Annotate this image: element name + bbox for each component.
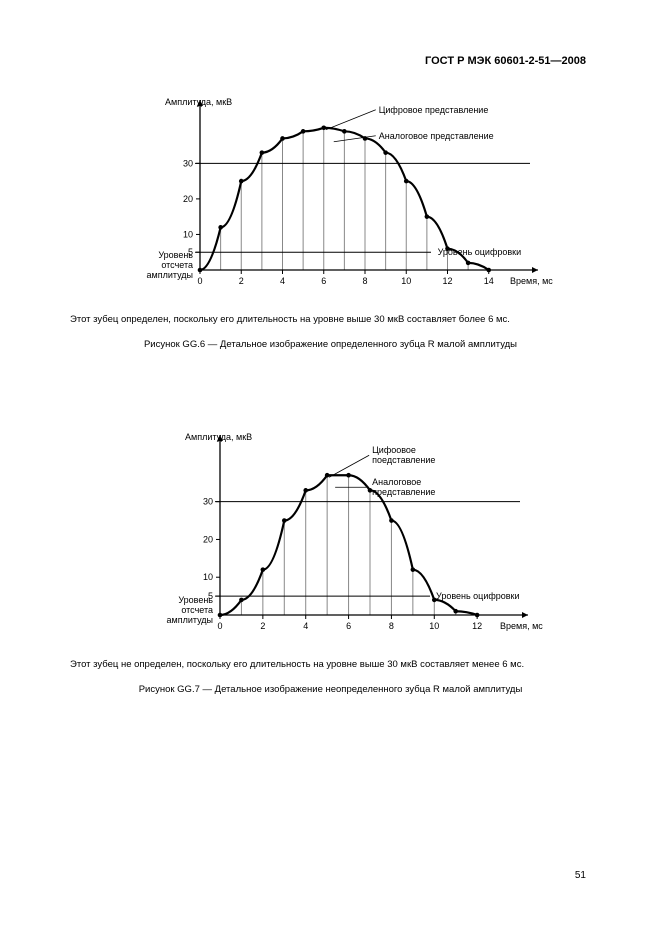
svg-text:представление: представление [372,487,435,497]
chart-gg6: 024681012145102030Амплитуда, мкВВремя, м… [130,90,560,300]
svg-text:12: 12 [442,276,452,286]
svg-text:Время, мс: Время, мс [510,276,553,286]
svg-text:10: 10 [183,229,193,239]
svg-text:0: 0 [217,621,222,631]
svg-text:Цифоовое: Цифоовое [372,445,416,455]
figure-gg7-caption: Рисунок GG.7 — Детальное изображение нео… [0,684,661,695]
figure-gg6-block: 024681012145102030Амплитуда, мкВВремя, м… [0,90,661,350]
svg-text:14: 14 [484,276,494,286]
svg-text:Аналоговое представление: Аналоговое представление [379,131,494,141]
svg-text:Амплитуда, мкВ: Амплитуда, мкВ [165,97,232,107]
svg-text:8: 8 [389,621,394,631]
svg-text:6: 6 [321,276,326,286]
svg-text:2: 2 [239,276,244,286]
svg-text:отсчета: отсчета [161,260,193,270]
svg-text:Уровень: Уровень [158,250,193,260]
svg-text:10: 10 [401,276,411,286]
svg-text:30: 30 [183,158,193,168]
figure-gg7-block: 0246810125102030Амплитуда, мкВВремя, мсУ… [0,425,661,695]
svg-text:Уровень оцифровки: Уровень оцифровки [438,247,522,257]
svg-text:20: 20 [203,534,213,544]
svg-text:Уровень оцифровки: Уровень оцифровки [436,591,520,601]
document-header: ГОСТ Р МЭК 60601-2-51—2008 [425,55,586,67]
svg-text:12: 12 [472,621,482,631]
chart-gg7: 0246810125102030Амплитуда, мкВВремя, мсУ… [150,425,550,645]
svg-text:Амплитуда, мкВ: Амплитуда, мкВ [185,432,252,442]
svg-text:амплитуды: амплитуды [147,270,194,280]
svg-text:10: 10 [203,572,213,582]
figure-gg7-note: Этот зубец не определен, поскольку его д… [70,659,661,670]
svg-text:поедставление: поедставление [372,455,435,465]
svg-text:6: 6 [346,621,351,631]
svg-text:30: 30 [203,497,213,507]
svg-text:0: 0 [197,276,202,286]
svg-text:Время, мс: Время, мс [500,621,543,631]
page-number: 51 [575,870,586,881]
svg-text:Уровень: Уровень [178,595,213,605]
svg-text:отсчета: отсчета [181,605,213,615]
figure-gg6-caption: Рисунок GG.6 — Детальное изображение опр… [0,339,661,350]
svg-text:Аналоговое: Аналоговое [372,477,421,487]
figure-gg6-note: Этот зубец определен, поскольку его длит… [70,314,661,325]
svg-text:Цифровое представление: Цифровое представление [379,105,489,115]
svg-text:амплитуды: амплитуды [167,615,214,625]
svg-text:4: 4 [280,276,285,286]
svg-text:2: 2 [260,621,265,631]
svg-text:20: 20 [183,194,193,204]
svg-text:10: 10 [429,621,439,631]
page: ГОСТ Р МЭК 60601-2-51—2008 0 2 4 6 8 10 12 14 51… [0,0,661,936]
svg-text:4: 4 [303,621,308,631]
svg-text:8: 8 [362,276,367,286]
